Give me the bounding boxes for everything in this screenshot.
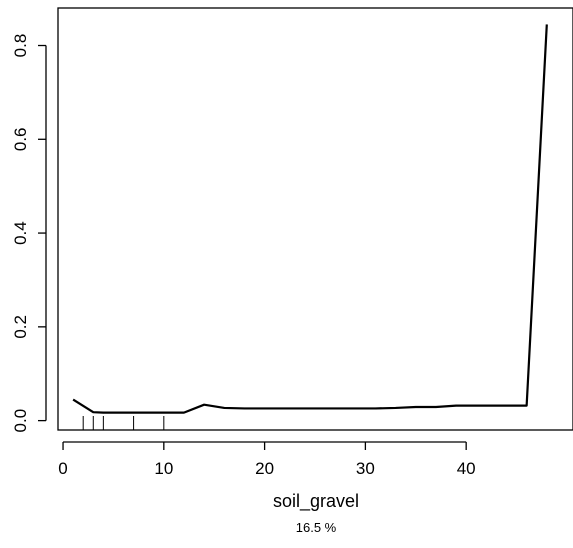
x-tick-label-4: 40 xyxy=(457,459,476,478)
chart-subtitle: 16.5 % xyxy=(296,520,337,535)
x-tick-label-0: 0 xyxy=(58,459,67,478)
line-layer xyxy=(72,24,548,414)
y-tick-label-2: 0.4 xyxy=(11,221,30,245)
x-tick-label-1: 10 xyxy=(154,459,173,478)
y-tick-label-1: 0.2 xyxy=(11,315,30,339)
rug-layer xyxy=(82,416,165,430)
x-axis-label: soil_gravel xyxy=(273,491,359,512)
x-tick-label-3: 30 xyxy=(356,459,375,478)
y-tick-label-0: 0.0 xyxy=(11,409,30,433)
x-tick-label-2: 20 xyxy=(255,459,274,478)
series-line-0 xyxy=(72,24,548,414)
y-tick-label-3: 0.6 xyxy=(11,127,30,151)
y-axis: 0.0 0.2 0.4 0.6 0.8 xyxy=(11,34,47,433)
plot-frame xyxy=(57,7,573,431)
x-axis: 0 10 20 30 40 xyxy=(58,441,476,478)
y-tick-label-4: 0.8 xyxy=(11,34,30,58)
